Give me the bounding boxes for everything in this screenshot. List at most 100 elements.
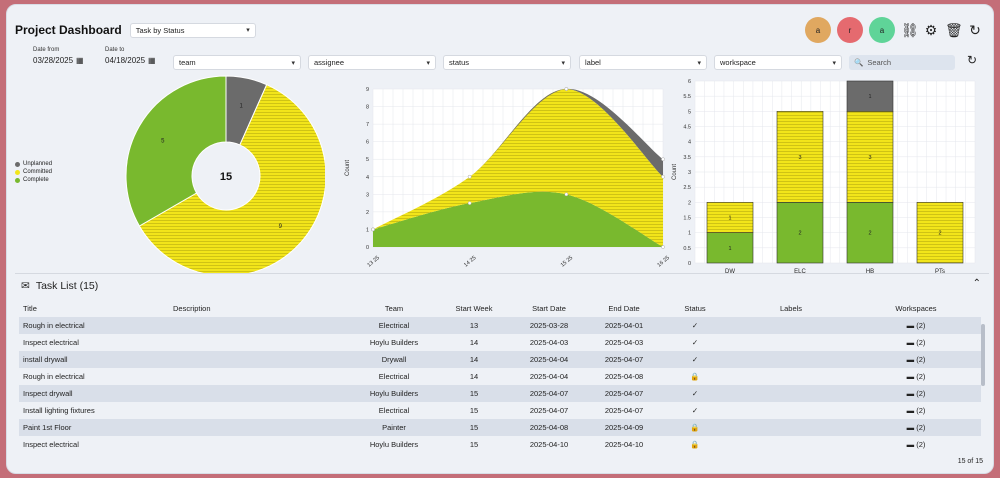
task-status-icon: ✓ <box>691 355 699 364</box>
task-workspaces: ▬ (2) <box>851 334 981 351</box>
avatar[interactable]: a <box>869 17 895 43</box>
task-team: Electrical <box>378 321 410 330</box>
column-header[interactable]: Description <box>173 303 211 313</box>
task-title: Inspect electrical <box>23 338 79 347</box>
folder-icon[interactable]: ▬ <box>906 406 917 415</box>
date-to-value[interactable]: 04/18/2025 <box>105 56 146 65</box>
table-row[interactable]: Inspect drywall Hoylu Builders 15 2025-04-0… <box>19 385 981 402</box>
search-input[interactable]: 🔍 Search <box>849 55 955 70</box>
column-header[interactable]: Title <box>23 303 37 313</box>
status-select[interactable]: status ▾ <box>443 55 571 70</box>
task-labels <box>731 436 851 453</box>
link-icon[interactable]: ⛓ <box>901 21 919 38</box>
data-point[interactable] <box>564 87 569 91</box>
data-point[interactable] <box>371 227 375 232</box>
table-row[interactable]: Inspect electrical Hoylu Builders 14 2025-0… <box>19 334 981 351</box>
folder-icon[interactable]: ▬ <box>906 355 917 364</box>
task-status-icon: ✓ <box>691 321 699 330</box>
data-point[interactable] <box>467 201 472 205</box>
slice-committed[interactable] <box>138 83 325 277</box>
area-series-complete[interactable] <box>373 191 663 247</box>
area-series-committed[interactable] <box>373 89 663 247</box>
table-row[interactable]: Inspect electrical Hoylu Builders 15 2025-0… <box>19 436 981 453</box>
date-from-value[interactable]: 03/28/2025 <box>33 56 74 65</box>
y-tick-label: 5.5 <box>683 94 691 100</box>
task-description <box>169 436 349 453</box>
x-tick-label: DW <box>725 269 735 275</box>
y-tick-label: 4 <box>688 140 691 146</box>
y-tick-label: 7 <box>366 122 369 128</box>
data-point[interactable] <box>661 245 665 249</box>
folder-icon[interactable]: ▬ <box>906 423 917 432</box>
bar-segment-complete[interactable] <box>706 232 754 264</box>
trash-icon[interactable]: 🗑 <box>945 21 963 38</box>
label-select[interactable]: label ▾ <box>579 55 707 70</box>
y-tick-label: 5 <box>366 157 369 163</box>
table-row[interactable]: install drywall Drywall 14 2025-04-04 2025-0… <box>19 351 981 368</box>
data-point[interactable] <box>467 174 472 179</box>
workspace-count: (2) <box>916 372 926 381</box>
slice-complete[interactable] <box>125 75 227 227</box>
avatar[interactable]: a <box>805 17 831 43</box>
refresh-icon[interactable]: ↻ <box>967 53 978 67</box>
column-header[interactable]: Workspaces <box>895 303 937 313</box>
bar-segment-committed[interactable] <box>846 111 894 203</box>
date-to[interactable]: Date to 04/18/2025 ▦ <box>105 47 156 65</box>
scrollbar[interactable] <box>981 324 985 386</box>
folder-icon[interactable]: ▬ <box>906 321 917 330</box>
data-point[interactable] <box>564 192 569 197</box>
table-row[interactable]: Paint 1st Floor Painter 15 2025-04-08 2025-0… <box>19 419 981 436</box>
chevron-up-icon[interactable]: ⌃ <box>972 278 981 289</box>
assignee-select[interactable]: assignee ▾ <box>308 55 436 70</box>
column-header[interactable]: Team <box>384 303 404 313</box>
bar-value-label: 1 <box>868 94 871 100</box>
chevron-down-icon: ▾ <box>246 27 250 34</box>
task-title: Rough in electrical <box>23 321 85 330</box>
folder-icon[interactable]: ▬ <box>906 338 917 347</box>
task-workspaces: ▬ (2) <box>851 368 981 385</box>
table-row[interactable]: Rough in electrical Electrical 13 2025-03-2… <box>19 317 981 334</box>
view-select[interactable]: Task by Status ▾ <box>129 22 256 38</box>
legend-label: Unplanned <box>23 161 53 167</box>
table-row[interactable]: Install lighting fixtures Electrical 15 202… <box>19 402 981 419</box>
refresh-icon[interactable]: ↻ <box>969 21 981 38</box>
task-end-date: 2025-04-01 <box>604 321 644 330</box>
calendar-icon[interactable]: ▦ <box>76 56 84 65</box>
data-point[interactable] <box>661 157 665 162</box>
avatar-letter: a <box>879 25 885 35</box>
y-tick-label: 6 <box>366 140 369 146</box>
workspace-count: (2) <box>916 440 926 449</box>
gear-icon[interactable]: ⚙ <box>924 21 938 38</box>
avatar[interactable]: r <box>837 17 863 43</box>
bar-segment-complete[interactable] <box>846 202 894 264</box>
bar-segment-committed[interactable] <box>706 202 754 233</box>
column-header[interactable]: Start Week <box>455 303 493 313</box>
task-list-title: Task List (15) <box>35 280 99 292</box>
date-from[interactable]: Date from 03/28/2025 ▦ <box>33 47 84 65</box>
y-tick-label: 2.5 <box>683 185 691 191</box>
task-status-icon: ✓ <box>691 389 699 398</box>
column-header[interactable]: Start Date <box>532 303 566 313</box>
bar-segment-unplanned[interactable] <box>846 80 894 112</box>
task-description <box>169 351 349 368</box>
table-row[interactable]: Rough in electrical Electrical 14 2025-04-0… <box>19 368 981 385</box>
bar-segment-committed[interactable] <box>776 111 824 203</box>
y-tick-label: 5 <box>688 109 691 115</box>
legend-item: Unplanned <box>15 161 52 167</box>
folder-icon[interactable]: ▬ <box>906 389 917 398</box>
chevron-down-icon: ▾ <box>426 59 430 67</box>
column-header[interactable]: Labels <box>779 303 803 313</box>
column-header[interactable]: End Date <box>608 303 640 313</box>
data-point[interactable] <box>661 174 665 179</box>
folder-icon[interactable]: ▬ <box>906 440 917 449</box>
workspace-select[interactable]: workspace ▾ <box>714 55 842 70</box>
calendar-icon[interactable]: ▦ <box>148 56 156 65</box>
y-tick-label: 6 <box>688 79 691 85</box>
task-title: Rough in electrical <box>23 372 85 381</box>
y-tick-label: 4 <box>366 175 369 181</box>
chevron-down-icon: ▾ <box>697 59 701 67</box>
bar-segment-committed[interactable] <box>916 202 964 264</box>
column-header[interactable]: Status <box>684 303 706 313</box>
team-select[interactable]: team ▾ <box>173 55 301 70</box>
folder-icon[interactable]: ▬ <box>906 372 917 381</box>
